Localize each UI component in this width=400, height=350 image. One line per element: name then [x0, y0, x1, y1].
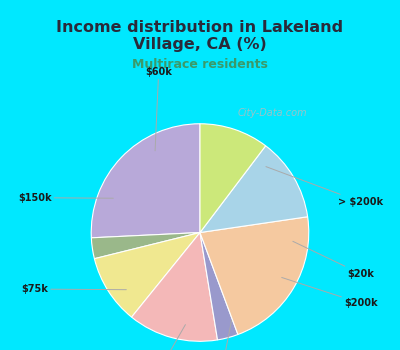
Text: $125k: $125k — [200, 320, 233, 350]
Text: Income distribution in Lakeland
Village, CA (%): Income distribution in Lakeland Village,… — [56, 20, 344, 52]
Wedge shape — [132, 232, 218, 341]
Text: City-Data.com: City-Data.com — [238, 108, 307, 118]
Wedge shape — [94, 232, 200, 317]
Text: $200k: $200k — [282, 278, 378, 308]
Wedge shape — [200, 232, 238, 340]
Wedge shape — [91, 232, 200, 259]
Text: Multirace residents: Multirace residents — [132, 58, 268, 71]
Text: $75k: $75k — [21, 284, 126, 294]
Text: $150k: $150k — [18, 193, 113, 203]
Text: $60k: $60k — [145, 66, 172, 151]
Wedge shape — [91, 124, 200, 238]
Wedge shape — [200, 217, 309, 335]
Text: $40k: $40k — [130, 325, 186, 350]
Text: $20k: $20k — [293, 241, 374, 279]
Wedge shape — [200, 146, 308, 232]
Text: > $200k: > $200k — [266, 167, 384, 207]
Wedge shape — [200, 124, 266, 232]
